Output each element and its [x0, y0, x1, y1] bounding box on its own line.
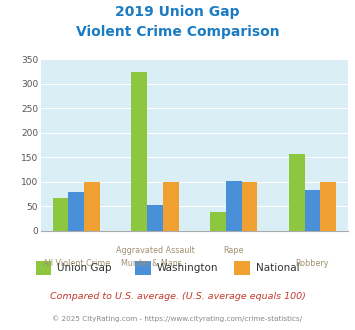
Text: Murder & Mans...: Murder & Mans... [121, 259, 189, 268]
Bar [147, 205, 163, 231]
Text: Rape: Rape [224, 246, 244, 255]
Bar [131, 72, 147, 231]
Bar [84, 182, 100, 231]
Text: © 2025 CityRating.com - https://www.cityrating.com/crime-statistics/: © 2025 CityRating.com - https://www.city… [53, 315, 302, 322]
Bar [242, 182, 257, 231]
Text: Compared to U.S. average. (U.S. average equals 100): Compared to U.S. average. (U.S. average … [50, 292, 305, 301]
Text: Washington: Washington [156, 263, 218, 273]
Bar [210, 213, 226, 231]
Bar [163, 182, 179, 231]
Bar [226, 181, 242, 231]
Bar [320, 182, 336, 231]
Text: Union Gap: Union Gap [57, 263, 111, 273]
Bar [69, 192, 84, 231]
Text: All Violent Crime: All Violent Crime [43, 259, 110, 268]
Bar [305, 190, 320, 231]
Text: Violent Crime Comparison: Violent Crime Comparison [76, 25, 279, 39]
Text: Robbery: Robbery [296, 259, 329, 268]
Text: 2019 Union Gap: 2019 Union Gap [115, 5, 240, 19]
Bar [289, 153, 305, 231]
Text: National: National [256, 263, 299, 273]
Text: Aggravated Assault: Aggravated Assault [116, 246, 195, 255]
Bar [53, 198, 69, 231]
